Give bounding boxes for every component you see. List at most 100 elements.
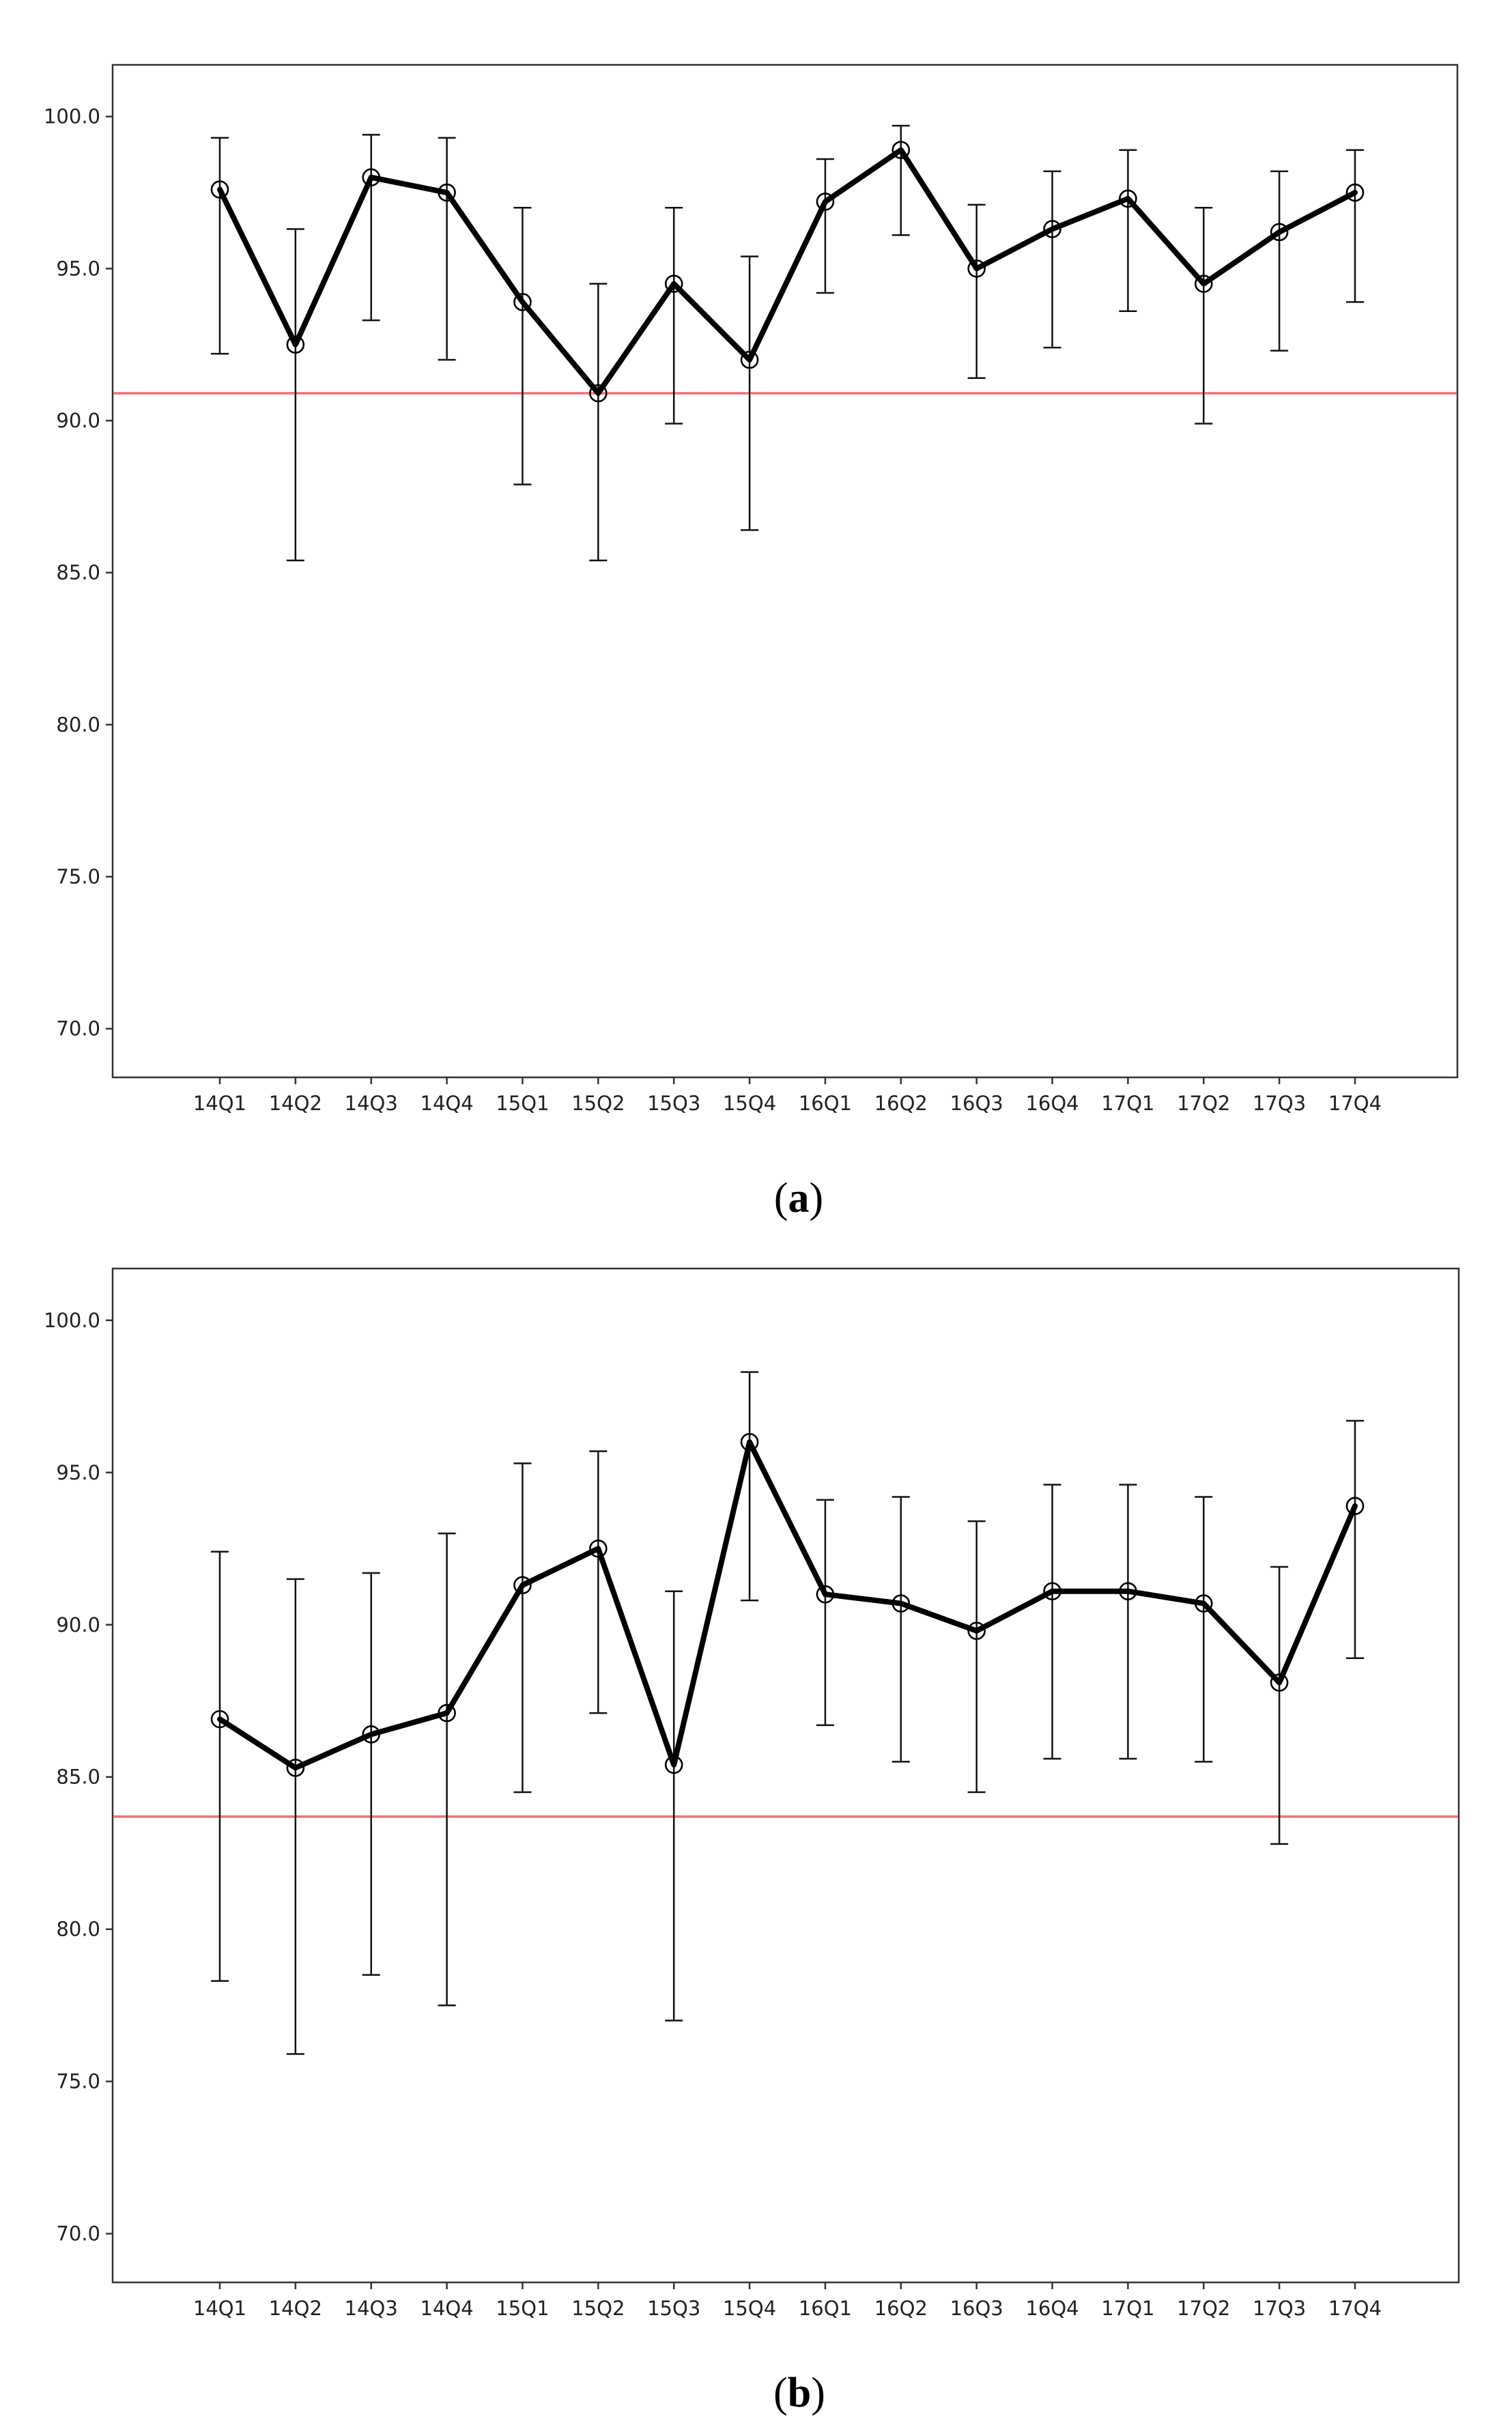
x-tick-label: 14Q1 [193,1092,246,1115]
y-tick-label: 80.0 [56,713,100,736]
error-bar [513,1462,532,1794]
error-bar [741,1371,759,1602]
x-tick-label: 16Q4 [1025,2297,1079,2320]
data-point [740,350,759,369]
data-point [438,183,456,202]
error-bar [1346,149,1364,303]
error-bar [286,1578,304,2055]
error-bar [438,1532,456,2007]
y-tick-label: 85.0 [56,561,100,584]
x-tick-label: 16Q4 [1025,1092,1079,1115]
data-point [362,1725,381,1744]
data-point [513,293,532,311]
error-bar [1043,170,1061,349]
error-bar [816,1499,834,1727]
x-tick-label: 17Q1 [1101,1092,1154,1115]
panel-label: (a) [774,1175,823,1221]
x-tick-label: 15Q4 [723,1092,776,1115]
error-bar [286,228,304,562]
error-bar [665,207,683,425]
data-point [210,1710,229,1729]
error-bar [967,1520,986,1794]
error-bar [211,1550,229,1982]
error-bar [1119,1484,1137,1760]
data-point [816,193,835,211]
data-point [1345,1497,1365,1516]
y-tick-label: 75.0 [56,2070,100,2093]
data-point [1043,220,1061,238]
chart-panel-b: 70.0 75.0 80.0 85.0 90.0 95.0 100.0 14Q1 14Q2 14Q… [44,1267,1460,2416]
data-point [286,1759,305,1777]
x-tick-label: 15Q1 [496,2297,549,2320]
chart-panel-a: 70.0 75.0 80.0 85.0 90.0 95.0 100.0 14Q1 14Q2 14Q… [44,63,1459,1221]
series-line [217,147,1358,396]
data-point [1194,1594,1213,1613]
panel-label: (b) [773,2370,825,2416]
data-point [1270,223,1289,242]
y-tick-label: 90.0 [56,409,100,432]
error-bar [891,124,910,236]
data-point [286,335,305,354]
error-bar [816,158,834,294]
data-point [1345,183,1365,202]
y-tick-label: 100.0 [44,105,100,128]
error-bar [967,203,986,379]
x-tick-label: 15Q1 [496,1092,549,1115]
x-tick-label: 16Q2 [874,1092,928,1115]
plot-frame [111,63,1459,1079]
error-bar [1043,1484,1061,1760]
x-tick-label: 16Q1 [799,2297,852,2320]
x-tick-label: 16Q2 [874,2297,928,2320]
data-point [1043,1582,1061,1601]
error-bar [1195,207,1213,425]
x-tick-label: 16Q3 [950,1092,1003,1115]
y-tick-label: 80.0 [56,1918,100,1941]
data-point [210,180,229,199]
data-point [891,141,911,159]
data-point [438,1703,456,1723]
y-tick-label: 70.0 [56,2222,100,2246]
y-tick-label: 95.0 [56,257,100,280]
y-tick-label: 85.0 [56,1766,100,1789]
x-tick-label: 17Q1 [1101,2297,1154,2320]
y-tick-label: 75.0 [56,865,100,888]
series-line [217,1439,1358,1771]
x-tick-label: 17Q3 [1253,2297,1306,2320]
x-tick-label: 14Q4 [420,2297,474,2320]
error-bar [362,134,380,322]
error-bar [438,137,456,361]
error-bar [1346,1419,1364,1660]
error-bar [741,255,759,531]
data-point [1194,274,1213,293]
x-tick-label: 15Q3 [647,2297,700,2320]
error-bar [211,137,229,355]
x-tick-label: 17Q4 [1328,1092,1382,1115]
plot-frame [111,1267,1460,2284]
data-point [891,1594,911,1613]
x-tick-label: 14Q2 [269,2297,322,2320]
x-tick-label: 15Q4 [723,2297,776,2320]
data-point [1270,1673,1289,1692]
x-tick-label: 15Q2 [571,2297,625,2320]
error-bar [891,1496,910,1763]
error-bar [1195,1496,1213,1763]
error-bar [589,283,608,562]
x-tick-label: 16Q1 [799,1092,852,1115]
error-bar [362,1572,380,1976]
x-tick-label: 14Q3 [345,1092,398,1115]
data-point [664,1755,683,1774]
y-tick-label: 100.0 [44,1309,100,1332]
x-tick-label: 17Q2 [1177,1092,1230,1115]
error-bar [1119,149,1137,312]
data-point [589,1539,608,1558]
error-bar [513,207,532,485]
data-point [816,1585,835,1604]
data-point [362,168,381,187]
x-tick-label: 14Q4 [420,1092,474,1115]
data-point [1119,189,1137,208]
error-bar [589,1450,608,1714]
data-point [589,384,608,403]
y-tick-label: 95.0 [56,1461,100,1484]
x-tick-label: 17Q3 [1253,1092,1306,1115]
data-point [513,1576,532,1595]
